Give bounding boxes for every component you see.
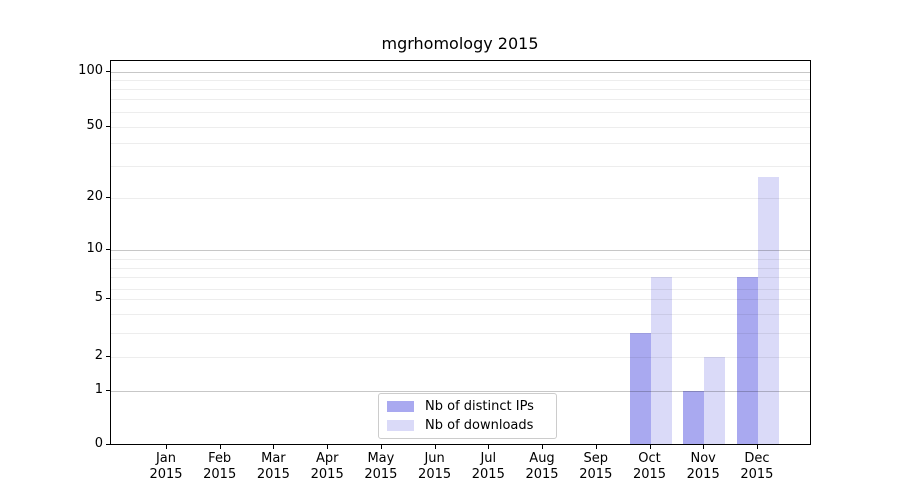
- y-gridline-minor: [111, 127, 810, 128]
- x-tick-mark: [703, 445, 705, 449]
- x-tick-month: May: [367, 451, 395, 466]
- x-tick-label: Feb 2015: [188, 451, 252, 483]
- x-tick-year: 2015: [364, 467, 398, 482]
- bar-distinct-ips: [629, 333, 651, 444]
- bar-distinct-ips: [683, 391, 705, 444]
- y-gridline-major: [111, 72, 810, 73]
- chart-title: mgrhomology 2015: [381, 34, 539, 53]
- y-tick-label: 10: [86, 241, 103, 257]
- y-gridline-minor: [111, 143, 810, 145]
- y-gridline-minor: [111, 314, 810, 316]
- y-gridline-major: [111, 250, 810, 252]
- x-tick-year: 2015: [740, 467, 774, 482]
- x-tick-year: 2015: [632, 467, 667, 482]
- legend: Nb of distinct IPs Nb of downloads: [378, 393, 557, 439]
- x-tick-label: Apr 2015: [295, 451, 359, 483]
- x-tick-mark: [166, 445, 167, 449]
- y-gridline-major: [111, 391, 810, 392]
- x-tick-mark: [273, 445, 275, 449]
- x-tick-month: Feb: [208, 451, 232, 466]
- y-tick-mark: [106, 197, 110, 199]
- y-tick-label: 1: [94, 382, 103, 397]
- y-gridline-minor: [111, 89, 810, 90]
- x-tick-year: 2015: [203, 467, 237, 482]
- x-tick-month: Apr: [315, 451, 339, 466]
- x-tick-mark: [542, 445, 543, 449]
- x-tick-month: Sep: [583, 451, 609, 466]
- x-tick-label: May 2015: [349, 451, 413, 483]
- x-tick-month: Nov: [690, 451, 716, 466]
- x-tick-year: 2015: [310, 467, 344, 482]
- legend-swatch-distinct-ips: [387, 401, 414, 412]
- y-gridline-minor: [111, 277, 810, 278]
- y-gridline-minor: [111, 267, 810, 269]
- bar-downloads: [704, 356, 726, 444]
- x-tick-year: 2015: [686, 467, 720, 482]
- y-gridline-minor: [111, 198, 810, 200]
- x-tick-year: 2015: [525, 467, 559, 482]
- legend-label-downloads: Nb of downloads: [425, 418, 534, 433]
- x-tick-label: Jan 2015: [134, 451, 198, 483]
- y-gridline-minor: [111, 299, 810, 300]
- y-gridline-minor: [111, 356, 810, 358]
- y-tick-mark: [106, 390, 110, 391]
- y-gridline-minor: [111, 80, 810, 81]
- y-gridline-minor: [111, 259, 810, 261]
- x-tick-mark: [380, 445, 382, 449]
- y-tick-label: 50: [86, 118, 103, 133]
- x-tick-mark: [488, 445, 490, 449]
- y-tick-label: 2: [94, 347, 103, 363]
- x-tick-month: Jan: [155, 451, 177, 466]
- y-tick-mark: [106, 298, 110, 299]
- x-tick-month: Jul: [480, 451, 497, 466]
- x-tick-month: Mar: [261, 451, 286, 466]
- x-tick-month: Aug: [529, 451, 555, 466]
- y-gridline-minor: [111, 289, 810, 291]
- y-tick-label: 5: [94, 290, 103, 305]
- x-tick-month: Dec: [744, 451, 770, 466]
- x-tick-label: Aug 2015: [510, 451, 574, 483]
- x-tick-month: Oct: [638, 451, 661, 466]
- x-tick-label: Oct 2015: [618, 451, 682, 483]
- y-tick-label: 0: [94, 436, 103, 451]
- y-gridline-minor: [111, 112, 810, 114]
- x-tick-label: Mar 2015: [241, 451, 305, 483]
- bar-downloads: [757, 177, 779, 444]
- bar-downloads: [650, 277, 672, 444]
- x-tick-year: 2015: [579, 467, 613, 482]
- x-tick-year: 2015: [256, 467, 290, 482]
- legend-item-distinct-ips: Nb of distinct IPs: [379, 399, 556, 414]
- x-tick-mark: [649, 445, 651, 449]
- plot-area: Nb of distinct IPs Nb of downloads: [110, 60, 811, 445]
- y-gridline-minor: [111, 166, 810, 167]
- y-tick-mark: [106, 126, 110, 127]
- x-tick-label: Nov 2015: [671, 451, 735, 483]
- y-tick-label: 20: [86, 189, 103, 205]
- y-tick-mark: [106, 71, 110, 72]
- x-tick-label: Jun 2015: [403, 451, 467, 483]
- legend-item-downloads: Nb of downloads: [379, 418, 556, 433]
- x-tick-label: Dec 2015: [725, 451, 789, 483]
- x-tick-label: Jul 2015: [456, 451, 520, 483]
- x-tick-year: 2015: [149, 467, 183, 482]
- y-gridline-minor: [111, 333, 810, 335]
- x-tick-month: Jun: [424, 451, 445, 466]
- x-tick-year: 2015: [418, 467, 452, 482]
- y-tick-mark: [106, 444, 110, 445]
- x-tick-mark: [434, 445, 436, 449]
- x-tick-year: 2015: [471, 467, 505, 482]
- y-tick-mark: [106, 249, 110, 251]
- legend-swatch-downloads: [387, 420, 414, 431]
- x-tick-mark: [595, 445, 597, 449]
- y-gridline-minor: [111, 99, 810, 101]
- legend-label-distinct-ips: Nb of distinct IPs: [425, 399, 534, 414]
- x-tick-label: Sep 2015: [564, 451, 628, 483]
- x-tick-mark: [327, 445, 329, 449]
- y-tick-label: 100: [78, 63, 103, 78]
- bar-distinct-ips: [736, 277, 758, 444]
- x-tick-mark: [219, 445, 221, 449]
- y-tick-mark: [106, 355, 110, 357]
- x-tick-mark: [756, 445, 758, 449]
